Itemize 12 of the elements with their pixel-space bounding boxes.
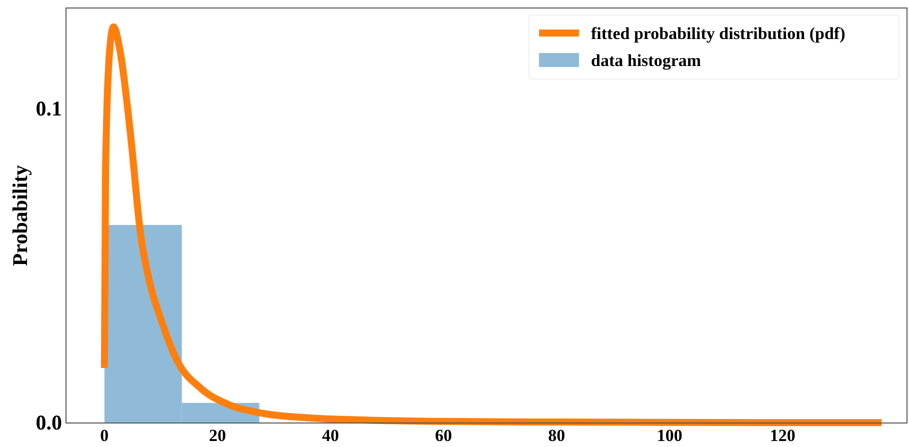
x-tick-label: 40 [322, 426, 340, 446]
x-tick-label: 120 [770, 426, 796, 446]
x-tick-label: 60 [435, 426, 452, 446]
y-axis-title: Probability [8, 164, 32, 266]
x-tick-label: 100 [656, 426, 682, 446]
x-tick-label: 20 [208, 426, 226, 446]
x-tick-label: 80 [548, 426, 566, 446]
legend-label: fitted probability distribution (pdf) [591, 24, 846, 43]
x-tick-label: 0 [100, 426, 109, 446]
legend-label: data histogram [591, 51, 702, 70]
y-tick-label: 0.0 [36, 410, 62, 435]
y-tick-label: 0.1 [36, 96, 62, 120]
